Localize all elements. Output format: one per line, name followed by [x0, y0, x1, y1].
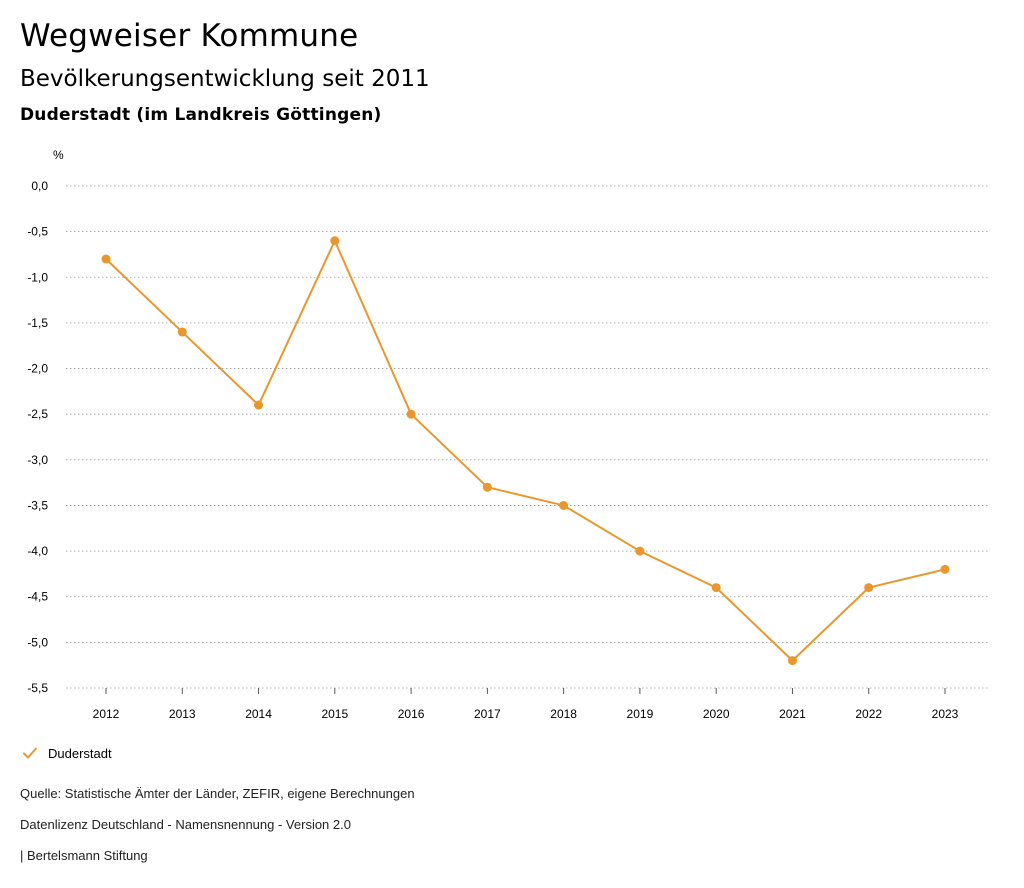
y-tick-label: -2,5	[27, 407, 48, 421]
y-tick-label: -4,0	[27, 544, 48, 558]
region-label: Duderstadt (im Landkreis Göttingen)	[20, 105, 382, 125]
y-tick-label: -0,5	[27, 225, 48, 239]
y-tick-label: -1,5	[27, 316, 48, 330]
x-tick-label: 2012	[93, 707, 120, 721]
y-tick-label: 0,0	[31, 179, 48, 193]
series-duderstadt	[101, 236, 950, 666]
x-tick-label: 2020	[703, 707, 730, 721]
gridlines	[66, 185, 990, 689]
license-note: Datenlizenz Deutschland - Namensnennung …	[20, 817, 351, 832]
x-axis-ticks: 2012 2013 2014 2015 2016 2017 2018 2019 2020 2021…	[93, 688, 959, 721]
y-tick-label: -5,0	[27, 635, 48, 649]
x-tick-label: 2023	[932, 707, 959, 721]
data-point[interactable]	[406, 409, 416, 419]
page-title: Wegweiser Kommune	[20, 18, 359, 54]
y-tick-label: -5,5	[27, 681, 48, 695]
data-point[interactable]	[635, 546, 645, 556]
data-point[interactable]	[559, 500, 569, 510]
y-tick-label: -3,0	[27, 453, 48, 467]
x-tick-label: 2016	[398, 707, 425, 721]
chart-subtitle: Bevölkerungsentwicklung seit 2011	[20, 66, 430, 92]
x-tick-label: 2015	[321, 707, 348, 721]
data-point[interactable]	[254, 400, 264, 410]
data-point[interactable]	[482, 482, 492, 492]
legend-item-duderstadt[interactable]: Duderstadt	[22, 745, 112, 761]
x-tick-label: 2017	[474, 707, 501, 721]
x-tick-label: 2018	[550, 707, 577, 721]
x-tick-label: 2022	[855, 707, 882, 721]
series-line	[105, 239, 946, 662]
data-point[interactable]	[711, 583, 721, 593]
x-tick-label: 2021	[779, 707, 806, 721]
legend-label: Duderstadt	[48, 745, 112, 761]
data-point[interactable]	[177, 327, 187, 337]
x-tick-label: 2019	[627, 707, 654, 721]
y-axis-unit-label: %	[53, 148, 64, 162]
x-tick-label: 2013	[169, 707, 196, 721]
data-point[interactable]	[864, 583, 874, 593]
y-tick-label: -4,5	[27, 590, 48, 604]
data-point[interactable]	[101, 254, 111, 264]
y-axis-ticks: 0,0 -0,5 -1,0 -1,5 -2,0 -2,5 -3,0 -3,5 -4,0 -4,5 -…	[27, 179, 48, 695]
publisher-note: | Bertelsmann Stiftung	[20, 848, 148, 863]
x-tick-label: 2014	[245, 707, 272, 721]
data-point[interactable]	[787, 656, 797, 666]
check-icon	[23, 747, 37, 759]
source-note: Quelle: Statistische Ämter der Länder, Z…	[20, 786, 415, 801]
data-point[interactable]	[330, 236, 340, 246]
y-tick-label: -1,0	[27, 270, 48, 284]
y-tick-label: -3,5	[27, 498, 48, 512]
data-point[interactable]	[940, 564, 950, 574]
y-tick-label: -2,0	[27, 362, 48, 376]
